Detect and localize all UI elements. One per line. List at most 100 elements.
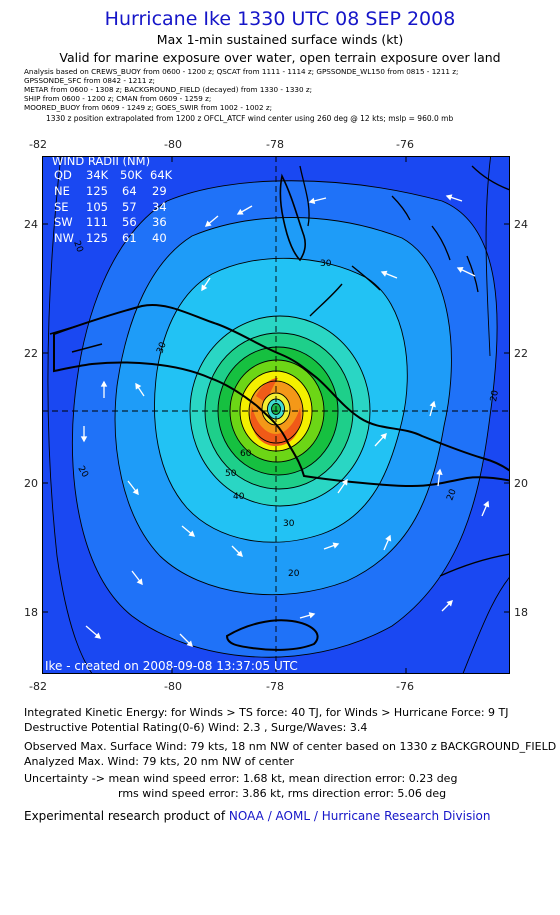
wind-radii-value: 40 [152,231,167,245]
wind-radii-header-34k: 34K [86,168,109,182]
uncertainty-line-2: rms wind speed error: 3.86 kt, rms direc… [118,787,447,800]
lat-tick-right-18: 18 [514,606,528,619]
wind-arrowhead [380,433,387,440]
wind-radii-quadrant: SW [54,215,73,229]
wind-max-sw [250,406,301,446]
page-title: Hurricane Ike 1330 UTC 08 SEP 2008 [104,8,456,30]
lat-tick-right-22: 22 [514,347,528,360]
wind-arrowhead [236,550,243,557]
contour-label: 60 [240,449,252,459]
analysis-line-2: GPSSONDE_SFC from 0842 - 1211 z; [24,76,155,85]
lon-tick-top-80: -80 [164,138,182,151]
wind-radii-value: 61 [122,231,137,245]
uncertainty-line-1: Uncertainty -> mean wind speed error: 1.… [24,772,458,785]
analysis-line-4: SHIP from 0600 - 1200 z; CMAN from 0609 … [24,94,212,103]
wind-radii-title: WIND RADII (NM) [52,156,150,168]
analysis-line-5: MOORED_BUOY from 0609 - 1249 z; GOES_SWI… [24,103,273,112]
wind-radii-value: 36 [152,215,167,229]
ike-line: Integrated Kinetic Energy: for Winds > T… [24,706,509,719]
lat-tick-left-24: 24 [24,218,38,231]
analysis-line-1: Analysis based on CREWS_BUOY from 0600 -… [24,67,459,76]
wind-arrowhead [332,542,340,549]
wind-radii-quadrant: SE [54,200,69,214]
wind-radii-value: 125 [86,184,108,198]
lon-tick-top-82: -82 [29,138,47,151]
lon-tick-bottom-78: -78 [266,680,284,693]
wind-arrowhead [380,270,388,277]
wind-radii-value: 111 [86,215,108,229]
lon-tick-bottom-80: -80 [164,680,182,693]
wind-arrowhead [436,468,443,475]
lon-tick-top-76: -76 [396,138,414,151]
wind-arrowhead [341,478,348,486]
wind-arrowhead [204,220,212,227]
observed-max-wind: Observed Max. Surface Wind: 79 kts, 18 n… [24,740,557,753]
hrd-link[interactable]: NOAA / AOML / Hurricane Research Divisio… [228,809,491,823]
wind-radii-value: 34 [152,200,167,214]
created-timestamp: Ike - created on 2008-09-08 13:37:05 UTC [45,659,298,673]
wind-radii-value: 64 [122,184,137,198]
wind-arrowhead [483,500,490,508]
wind-arrowhead [236,208,244,215]
contour-label: 20 [489,389,501,402]
contour-label: 20 [71,240,84,254]
contour-label: 20 [445,488,458,502]
wind-arrowhead [429,400,436,408]
contour-label: 20 [288,569,300,579]
wind-radii-value: 29 [152,184,167,198]
wind-radii-header-64k: 64K [150,168,173,182]
contour-label: 30 [155,341,168,355]
wind-radii-value: 56 [122,215,137,229]
wind-field-map: 20 20 20 30 30 30 40 50 60 20 20 WIND RA… [42,156,510,674]
wind-arrowhead [135,382,142,390]
lon-tick-bottom-76: -76 [396,680,414,693]
contour-labels: 20 20 20 30 30 30 40 50 60 20 20 [71,240,501,579]
wind-arrowhead [456,267,464,273]
product-credit-prefix: Experimental research product of [24,809,229,823]
subtitle-line-2: Valid for marine exposure over water, op… [59,50,501,65]
wind-arrowhead [385,534,392,542]
wind-radii-value: 105 [86,200,108,214]
wind-arrowhead [80,436,88,443]
wind-arrowhead [186,640,193,647]
wind-radii-quadrant: NW [54,231,74,245]
analyzed-max-wind: Analyzed Max. Wind: 79 kts, 20 nm NW of … [24,755,295,768]
wind-radii-quadrant: NE [54,184,70,198]
wind-arrowhead [94,632,102,639]
contour-label: 50 [225,469,237,479]
lat-tick-right-24: 24 [514,218,528,231]
destructive-potential-line: Destructive Potential Rating(0-6) Wind: … [24,721,368,734]
wind-arrowhead [100,380,108,387]
land-outlines [49,165,510,651]
contour-label: 30 [320,259,332,269]
wind-arrowhead [446,600,453,607]
map-frame [42,156,510,674]
wind-radii-table: WIND RADII (NM) QD 34K 50K 64K NE 125 64… [52,156,173,245]
lat-tick-left-20: 20 [24,477,38,490]
wind-arrowhead [132,488,139,496]
wind-radii-value: 57 [122,200,137,214]
lat-tick-left-18: 18 [24,606,38,619]
wind-arrowhead [136,578,143,586]
lon-tick-top-78: -78 [266,138,284,151]
analysis-line-3: METAR from 0600 - 1308 z; BACKGROUND_FIE… [24,85,313,94]
position-note: 1330 z position extrapolated from 1200 z… [46,114,454,123]
wind-arrowhead [308,612,316,619]
wind-vectors [80,194,490,647]
lon-tick-bottom-82: -82 [29,680,47,693]
contour-lines [47,156,510,674]
wind-arrowhead [201,284,208,292]
wind-arrowhead [445,194,453,201]
product-credit: Experimental research product of NOAA / … [24,809,490,823]
wind-arrowhead [188,530,196,537]
wind-radii-header-50k: 50K [120,168,143,182]
subtitle-line-1: Max 1-min sustained surface winds (kt) [156,32,404,47]
lat-tick-left-22: 22 [24,347,38,360]
contour-label: 30 [283,519,295,529]
wind-radii-header-qd: QD [54,168,72,182]
lat-tick-right-20: 20 [514,477,528,490]
contour-label: 40 [233,492,245,502]
wind-radii-value: 125 [86,231,108,245]
wind-arrowhead [308,197,316,205]
wind-max-nw [256,378,278,404]
